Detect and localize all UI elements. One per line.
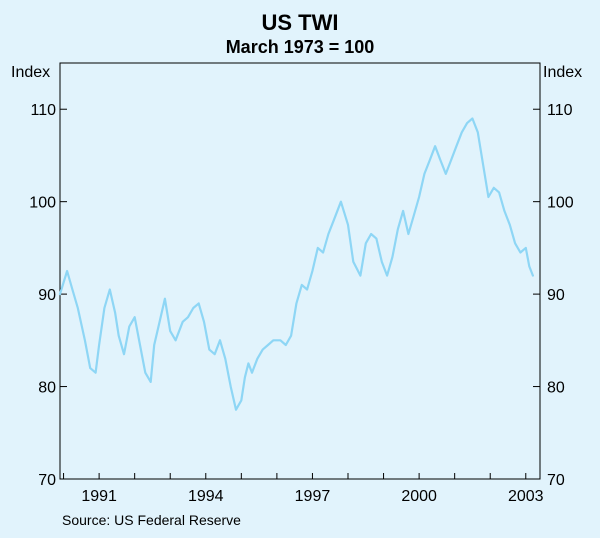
source-note: Source: US Federal Reserve [62, 512, 241, 528]
series-line-us-twi [58, 117, 535, 411]
x-tick-label: 1991 [81, 488, 117, 505]
y-tick-label-left: 110 [30, 102, 56, 119]
x-tick-label: 2000 [401, 488, 437, 505]
y-axis-label-right: Index [543, 64, 583, 81]
x-tick-label: 2003 [508, 488, 544, 505]
y-tick-label-right: 70 [547, 472, 565, 489]
x-tick-label: 1997 [295, 488, 331, 505]
chart-title: US TWI [261, 10, 339, 35]
y-axis-label-left: Index [11, 64, 51, 81]
y-tick-label-left: 80 [38, 380, 56, 397]
y-tick-label-right: 80 [547, 380, 565, 397]
chart-subtitle: March 1973 = 100 [225, 37, 375, 57]
plot-area [59, 62, 541, 480]
y-tick-label-left: 70 [38, 472, 56, 489]
y-tick-label-right: 110 [547, 102, 573, 119]
x-tick-label: 1994 [188, 488, 224, 505]
y-tick-label-right: 90 [547, 287, 565, 304]
y-tick-label-right: 100 [547, 195, 574, 212]
y-tick-label-left: 100 [29, 195, 56, 212]
y-tick-label-left: 90 [38, 287, 56, 304]
